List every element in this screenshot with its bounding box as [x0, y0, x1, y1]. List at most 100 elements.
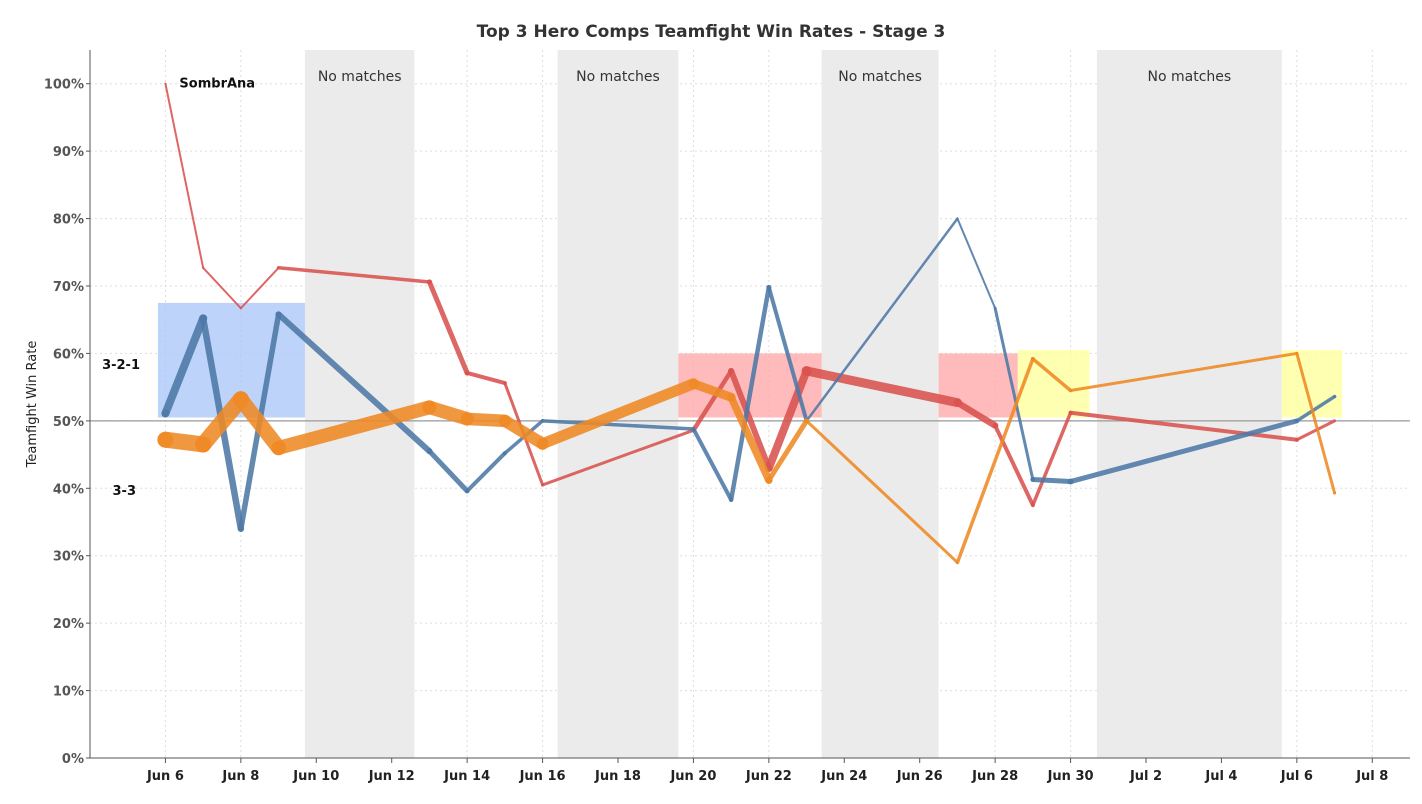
series-segment [993, 423, 1035, 508]
data-point [464, 370, 470, 376]
x-tick-label: Jun 28 [971, 769, 1018, 784]
data-point [422, 400, 437, 415]
no-match-label: No matches [838, 69, 922, 85]
y-tick-label: 90% [53, 145, 84, 160]
chart-title: Top 3 Hero Comps Teamfight Win Rates - S… [477, 22, 946, 42]
band-labels: No matches No matches No matches No matches [318, 69, 1231, 85]
data-point [765, 476, 773, 484]
y-tick-label: 70% [53, 280, 84, 295]
data-point [199, 314, 208, 323]
series-label-3-3: 3-3 [113, 484, 137, 499]
data-point [426, 448, 433, 455]
data-point [271, 440, 286, 455]
series-labels: SombrAna 3-2-1 3-3 [102, 77, 255, 499]
data-point [1295, 351, 1299, 355]
data-point [1294, 437, 1299, 442]
data-point [953, 398, 962, 407]
x-tick-label: Jul 2 [1129, 769, 1162, 784]
data-point [275, 311, 282, 318]
series-segment [1295, 419, 1337, 442]
series-segment [955, 357, 1035, 565]
data-point [502, 451, 507, 456]
series-segment [993, 306, 1035, 482]
series-segment [541, 428, 695, 487]
series-segment [1030, 477, 1074, 485]
y-tick-label: 20% [53, 617, 84, 632]
y-tick-label: 80% [53, 213, 84, 228]
data-point [1031, 503, 1035, 507]
series-3-2-1 [161, 217, 1337, 532]
x-tick-label: Jun 26 [896, 769, 943, 784]
series-segment [728, 367, 772, 472]
x-tick-label: Jul 4 [1204, 769, 1237, 784]
series-segment [1295, 351, 1337, 495]
data-point [161, 409, 170, 418]
x-tick-label: Jun 10 [292, 769, 339, 784]
data-point [955, 560, 959, 564]
no-match-label: No matches [576, 69, 660, 85]
data-point [688, 378, 699, 389]
y-tick-label: 60% [53, 347, 84, 362]
no-match-band [557, 50, 679, 758]
data-point [1069, 389, 1073, 393]
series-3-3 [157, 351, 1337, 565]
data-point [805, 419, 809, 423]
x-tick-label: Jun 12 [368, 769, 415, 784]
no-match-label: No matches [1148, 69, 1232, 85]
series-segment [161, 314, 208, 418]
x-tick-label: Jul 6 [1280, 769, 1313, 784]
series-segment [1295, 394, 1337, 423]
data-point [766, 284, 772, 290]
x-tick-label: Jun 8 [221, 769, 259, 784]
x-tick-label: Jun 6 [146, 769, 184, 784]
series-segment [728, 285, 772, 502]
y-tick-label: 10% [53, 685, 84, 700]
series-segment [202, 266, 242, 310]
data-point [1068, 410, 1073, 415]
data-point [729, 497, 734, 502]
y-tick-label: 30% [53, 550, 84, 565]
no-match-band [1096, 50, 1282, 758]
series-segment [766, 418, 810, 483]
data-point [202, 266, 205, 269]
axes [86, 50, 1410, 763]
x-tick-label: Jun 22 [745, 769, 792, 784]
data-point [164, 82, 167, 85]
x-tick-label: Jun 18 [594, 769, 641, 784]
data-point [541, 483, 545, 487]
series-segment [465, 451, 507, 493]
series-segment [537, 378, 699, 450]
x-tick-label: Jun 14 [443, 769, 490, 784]
series-segment [498, 414, 549, 450]
series-segment [1068, 418, 1300, 485]
series-segment [764, 366, 811, 473]
series-lines [157, 82, 1337, 565]
series-segment [426, 448, 470, 494]
data-point [728, 367, 735, 374]
no-match-band [304, 50, 415, 758]
series-segment [954, 399, 999, 429]
data-point [992, 423, 998, 429]
no-match-label: No matches [318, 69, 402, 85]
series-segment [233, 391, 287, 456]
series-segment [426, 279, 470, 376]
data-point [1067, 478, 1074, 485]
y-tick-label: 0% [62, 752, 84, 767]
x-tick-labels: Jun 6 Jun 8 Jun 10 Jun 12 Jun 14 Jun 16 Jun 18… [146, 769, 1388, 784]
series-sombrana [164, 82, 1337, 508]
data-point [691, 426, 696, 431]
data-point [1333, 419, 1336, 422]
series-segment [271, 400, 437, 455]
x-tick-label: Jun 30 [1047, 769, 1094, 784]
series-segment [805, 419, 959, 564]
series-segment [802, 366, 962, 408]
highlight-box [1017, 350, 1090, 418]
data-point [727, 393, 736, 402]
series-segment [164, 82, 205, 269]
series-segment [1031, 357, 1073, 393]
data-point [541, 419, 545, 423]
data-point [1294, 418, 1299, 423]
series-segment [275, 311, 433, 455]
